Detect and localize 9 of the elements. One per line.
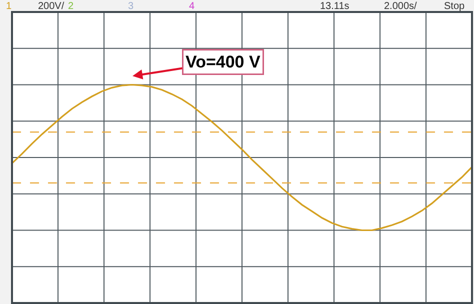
text: 1: [6, 1, 12, 12]
text: 13.11s: [320, 1, 350, 12]
text: 200V/: [38, 1, 64, 12]
text: 3: [128, 1, 134, 12]
text: 2.000s/: [384, 1, 418, 12]
text: Vo=400 V: [186, 52, 261, 72]
text: 4: [189, 1, 195, 12]
text: Stop: [444, 1, 466, 12]
text: 2: [68, 1, 74, 12]
